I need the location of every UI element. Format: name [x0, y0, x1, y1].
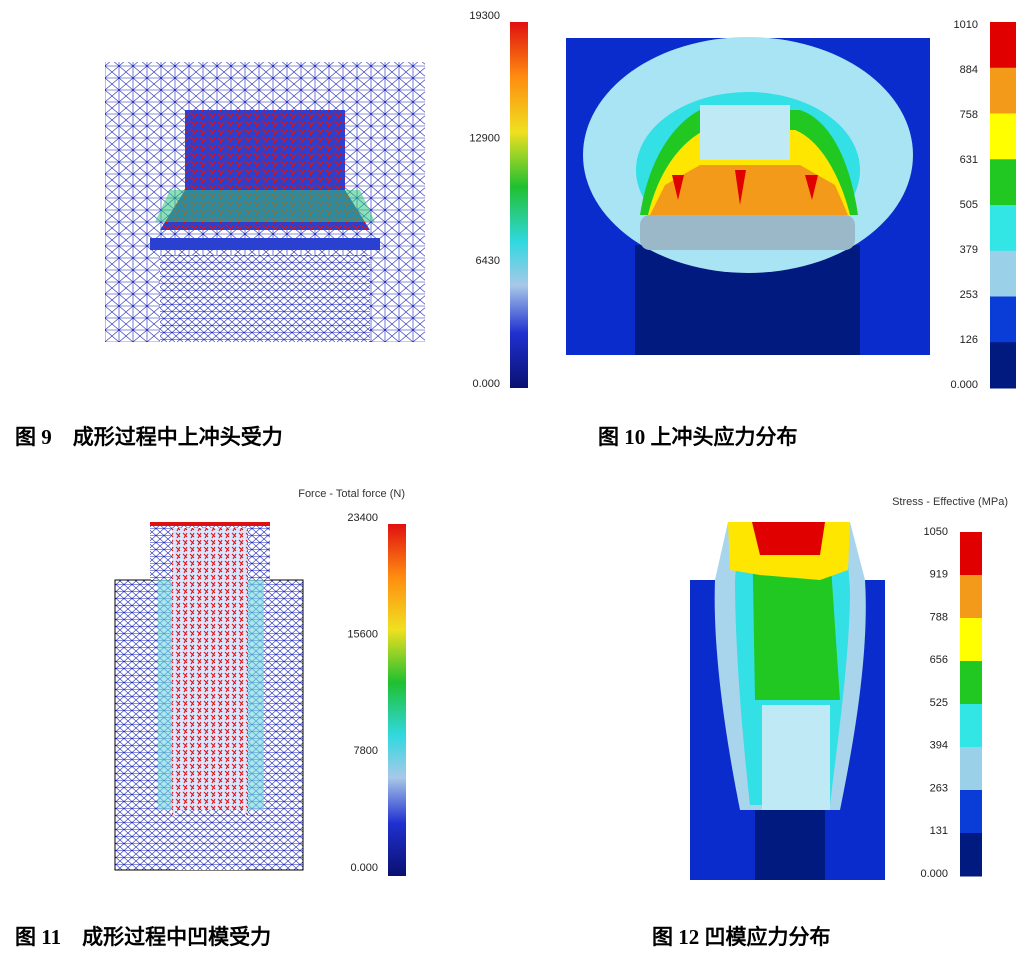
- legend-tick-label: 0.000: [950, 379, 978, 391]
- color-band: [990, 113, 1016, 160]
- caption: 图 9 成形过程中上冲头受力: [15, 425, 283, 449]
- legend-tick-label: 253: [960, 289, 978, 301]
- legend-tick-label: 12900: [469, 133, 500, 145]
- colorbar: [990, 22, 1016, 389]
- legend-tick-label: 6430: [476, 255, 500, 267]
- caption: 图 10 上冲头应力分布: [598, 425, 798, 449]
- legend-tick-label: 919: [930, 569, 948, 581]
- legend-tick-label: 525: [930, 697, 948, 709]
- legend-tick-label: 0.000: [472, 378, 500, 390]
- color-band: [990, 250, 1016, 297]
- legend-tick-label: 788: [930, 611, 948, 623]
- labels: 图 9 成形过程中上冲头受力 图 10 上冲头应力分布 图 11 成形过程中凹模…: [15, 10, 1008, 949]
- legend-title: Force - Total force (N): [298, 488, 405, 500]
- legend-tick-label: 379: [960, 244, 978, 256]
- legend-tick-label: 0.000: [920, 868, 948, 880]
- colorbar: [960, 532, 982, 877]
- legend-tick-label: 263: [930, 782, 948, 794]
- figure-10-image: [566, 37, 930, 355]
- color-band: [990, 159, 1016, 206]
- color-band: [960, 833, 982, 877]
- legend-tick-label: 631: [960, 154, 978, 166]
- figure-12-image: [690, 522, 885, 880]
- legend-tick-label: 131: [930, 825, 948, 837]
- color-band: [960, 747, 982, 791]
- color-band: [990, 67, 1016, 114]
- colorbar: [388, 524, 406, 876]
- colorbar: [510, 22, 528, 388]
- color-band: [990, 342, 1016, 389]
- legend-tick-label: 15600: [347, 629, 378, 641]
- caption: 图 11 成形过程中凹模受力: [15, 925, 271, 949]
- color-band: [990, 296, 1016, 343]
- color-band: [960, 790, 982, 834]
- color-band: [990, 205, 1016, 252]
- figure-11-image: [114, 522, 304, 871]
- color-band: [960, 532, 982, 576]
- legend-tick-label: 1050: [924, 526, 948, 538]
- figure-9-image: [105, 62, 425, 342]
- color-band: [990, 22, 1016, 69]
- legend-tick-label: 505: [960, 199, 978, 211]
- legend-tick-label: 394: [930, 740, 948, 752]
- color-band: [960, 618, 982, 662]
- caption: 图 12 凹模应力分布: [652, 925, 831, 949]
- legend-tick-label: 656: [930, 654, 948, 666]
- legend-tick-label: 1010: [954, 19, 978, 31]
- color-band: [960, 661, 982, 705]
- legend-tick-label: 23400: [347, 512, 378, 524]
- legend-title: Stress - Effective (MPa): [892, 496, 1008, 508]
- legend-tick-label: 126: [960, 334, 978, 346]
- color-band: [960, 704, 982, 748]
- legend-tick-label: 758: [960, 109, 978, 121]
- legend-tick-label: 19300: [469, 10, 500, 22]
- legend-tick-label: 0.000: [350, 862, 378, 874]
- legend-tick-label: 884: [960, 64, 978, 76]
- color-band: [960, 575, 982, 619]
- legend-tick-label: 7800: [354, 745, 378, 757]
